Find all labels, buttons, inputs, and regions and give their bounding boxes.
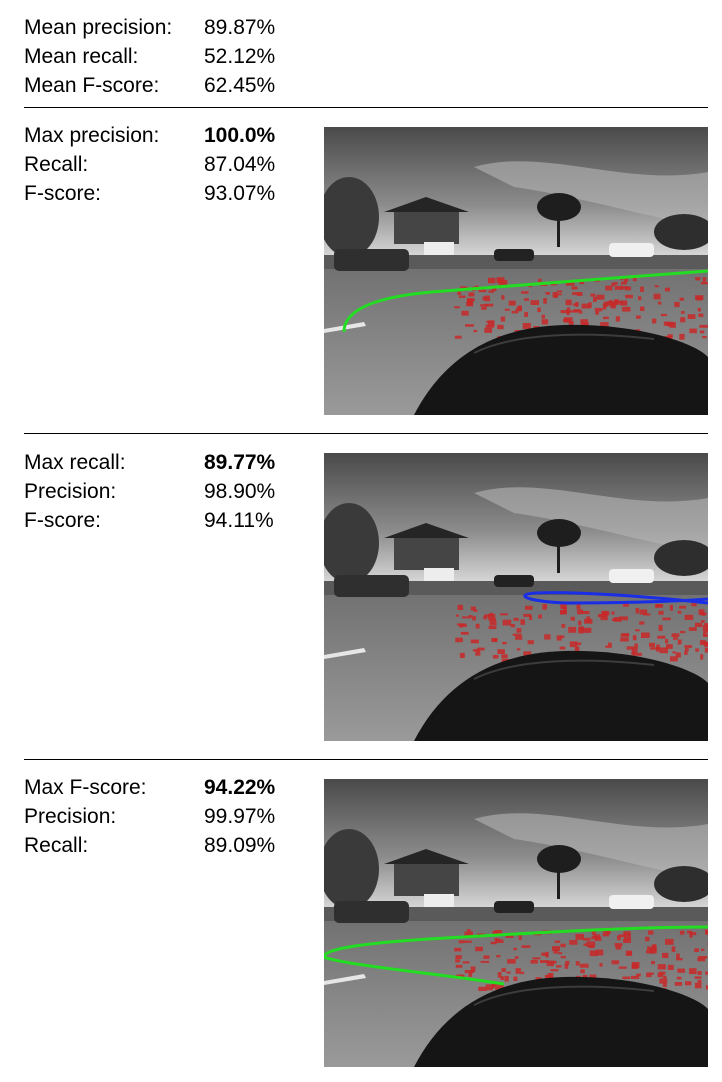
panel-2-row-3-value: 94.11% bbox=[204, 506, 274, 535]
panel-3-row-3-label: Recall: bbox=[24, 831, 88, 860]
divider bbox=[24, 433, 708, 434]
panel-1-row-2-value: 87.04% bbox=[204, 150, 275, 179]
road-scene bbox=[324, 453, 708, 741]
mean-fscore-label: Mean F-score: bbox=[24, 71, 159, 100]
panel-2-road-image bbox=[324, 453, 708, 741]
panel-1-row-1-value: 100.0% bbox=[204, 121, 275, 150]
panel-3-road-image bbox=[324, 779, 708, 1067]
panel-1-row-2-label: Recall: bbox=[24, 150, 88, 179]
panel-2-row-2-label: Precision: bbox=[24, 477, 116, 506]
panel-1-road-scene bbox=[324, 127, 708, 415]
panel-2-row-1-value: 89.77% bbox=[204, 448, 275, 477]
panel-3-row-1-value: 94.22% bbox=[204, 773, 275, 802]
mean-precision-value: 89.87% bbox=[204, 13, 275, 42]
panel-3-row-1-label: Max F-score: bbox=[24, 773, 147, 802]
mean-recall-value: 52.12% bbox=[204, 42, 275, 71]
mean-precision-label: Mean precision: bbox=[24, 13, 172, 42]
panel-2-road-scene bbox=[324, 453, 708, 741]
mean-recall-label: Mean recall: bbox=[24, 42, 138, 71]
panel-2-row-2-value: 98.90% bbox=[204, 477, 275, 506]
road-scene bbox=[324, 127, 708, 415]
panel-2-row-3-label: F-score: bbox=[24, 506, 101, 535]
panel-2-row-1-label: Max recall: bbox=[24, 448, 126, 477]
panel-3-row-2-value: 99.97% bbox=[204, 802, 275, 831]
panel-3-row-3-value: 89.09% bbox=[204, 831, 275, 860]
panel-1-row-3-value: 93.07% bbox=[204, 179, 275, 208]
panel-1-row-1-label: Max precision: bbox=[24, 121, 159, 150]
panel-3-row-2-label: Precision: bbox=[24, 802, 116, 831]
divider bbox=[24, 107, 708, 108]
road-scene bbox=[324, 779, 708, 1067]
mean-fscore-value: 62.45% bbox=[204, 71, 275, 100]
divider bbox=[24, 759, 708, 760]
panel-1-road-image bbox=[324, 127, 708, 415]
panel-1-row-3-label: F-score: bbox=[24, 179, 101, 208]
panel-3-road-scene bbox=[324, 779, 708, 1067]
